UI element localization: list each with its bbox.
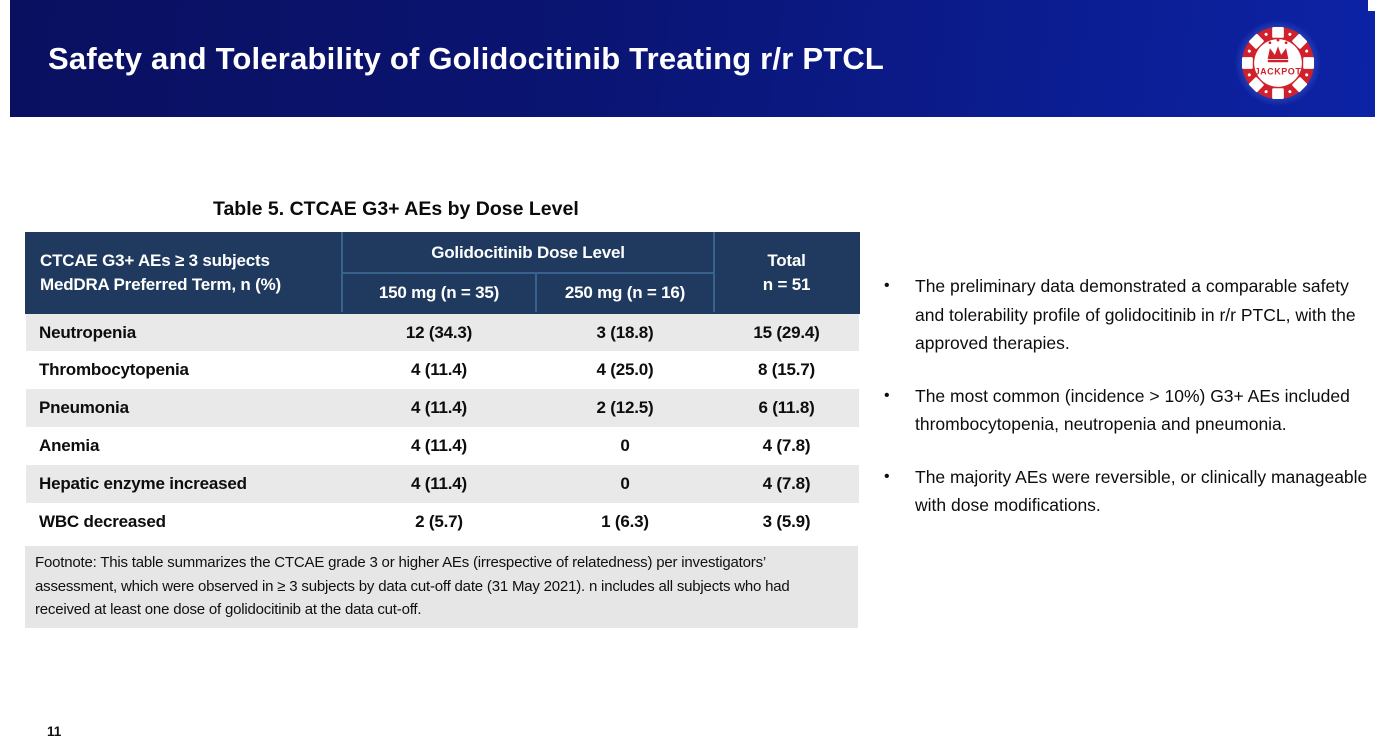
ae-150mg-cell: 4 (11.4) [342,427,536,465]
crown-icon [1267,38,1289,63]
bullet-text: The majority AEs were reversible, or cli… [915,466,1368,516]
ae-term-cell: Pneumonia [26,389,342,427]
ae-table: CTCAE G3+ AEs ≥ 3 subjects MedDRA Prefer… [25,232,861,541]
table-row: Neutropenia 12 (34.3) 3 (18.8) 15 (29.4) [26,313,860,351]
ae-term-cell: Anemia [26,427,342,465]
total-header-line2: n = 51 [762,275,811,294]
ae-150mg-cell: 4 (11.4) [342,465,536,503]
logo-text: JACKPOT [1255,66,1302,76]
ae-term-cell: Thrombocytopenia [26,351,342,389]
total-header-line1: Total [767,251,806,270]
title-bar: Safety and Tolerability of Golidocitinib… [10,0,1375,117]
table-caption: Table 5. CTCAE G3+ AEs by Dose Level [213,198,579,220]
bullet-text: The preliminary data demonstrated a comp… [915,276,1356,353]
table-footnote: Footnote: This table summarizes the CTCA… [25,546,858,628]
jackpot-logo: JACKPOT [1233,18,1323,108]
ae-table-section: Table 5. CTCAE G3+ AEs by Dose Level CTC… [25,198,861,628]
bullet-icon: • [884,467,890,485]
list-item: • The most common (incidence > 10%) G3+ … [880,382,1374,439]
slide-title: Safety and Tolerability of Golidocitinib… [48,40,885,76]
ae-table-header: CTCAE G3+ AEs ≥ 3 subjects MedDRA Prefer… [25,232,861,314]
ae-150mg-cell: 12 (34.3) [342,313,536,351]
ae-total-cell: 3 (5.9) [714,503,860,541]
bullet-icon: • [884,386,890,404]
bullet-icon: • [884,277,890,294]
corner-artifact [1368,0,1375,11]
summary-bullets: • The preliminary data demonstrated a co… [880,272,1374,544]
ae-150mg-cell: 4 (11.4) [342,351,536,389]
ae-total-cell: 15 (29.4) [714,313,860,351]
col-header-line2: MedDRA Preferred Term, n (%) [40,275,281,294]
ae-total-cell: 6 (11.8) [714,389,860,427]
ae-250mg-cell: 1 (6.3) [536,503,715,541]
bullet-text: The most common (incidence > 10%) G3+ AE… [915,385,1350,435]
ae-250mg-cell: 3 (18.8) [536,313,715,351]
casino-chip-icon: JACKPOT [1234,19,1322,107]
col-header-line1: CTCAE G3+ AEs ≥ 3 subjects [40,251,270,270]
ae-total-cell: 4 (7.8) [714,465,860,503]
ae-250mg-cell: 0 [536,465,715,503]
table-row: WBC decreased 2 (5.7) 1 (6.3) 3 (5.9) [26,503,860,541]
ae-term-cell: WBC decreased [26,503,342,541]
table-row: Hepatic enzyme increased 4 (11.4) 0 4 (7… [26,465,860,503]
col-header-dose-level: Golidocitinib Dose Level [340,232,716,274]
list-item: • The majority AEs were reversible, or c… [880,463,1374,520]
page-number: 11 [47,724,62,739]
table-row: Anemia 4 (11.4) 0 4 (7.8) [26,427,860,465]
ae-250mg-cell: 0 [536,427,715,465]
col-header-total: Total n = 51 [713,232,861,314]
ae-250mg-cell: 2 (12.5) [536,389,715,427]
col-header-preferred-term: CTCAE G3+ AEs ≥ 3 subjects MedDRA Prefer… [25,232,343,314]
table-row: Pneumonia 4 (11.4) 2 (12.5) 6 (11.8) [26,389,860,427]
ae-150mg-cell: 4 (11.4) [342,389,536,427]
col-header-150mg: 150 mg (n = 35) [341,272,537,314]
list-item: • The preliminary data demonstrated a co… [880,272,1374,358]
table-row: Thrombocytopenia 4 (11.4) 4 (25.0) 8 (15… [26,351,860,389]
ae-term-cell: Neutropenia [26,313,342,351]
ae-150mg-cell: 2 (5.7) [342,503,536,541]
ae-total-cell: 4 (7.8) [714,427,860,465]
ae-250mg-cell: 4 (25.0) [536,351,715,389]
col-header-250mg: 250 mg (n = 16) [534,272,716,314]
ae-total-cell: 8 (15.7) [714,351,860,389]
ae-term-cell: Hepatic enzyme increased [26,465,342,503]
